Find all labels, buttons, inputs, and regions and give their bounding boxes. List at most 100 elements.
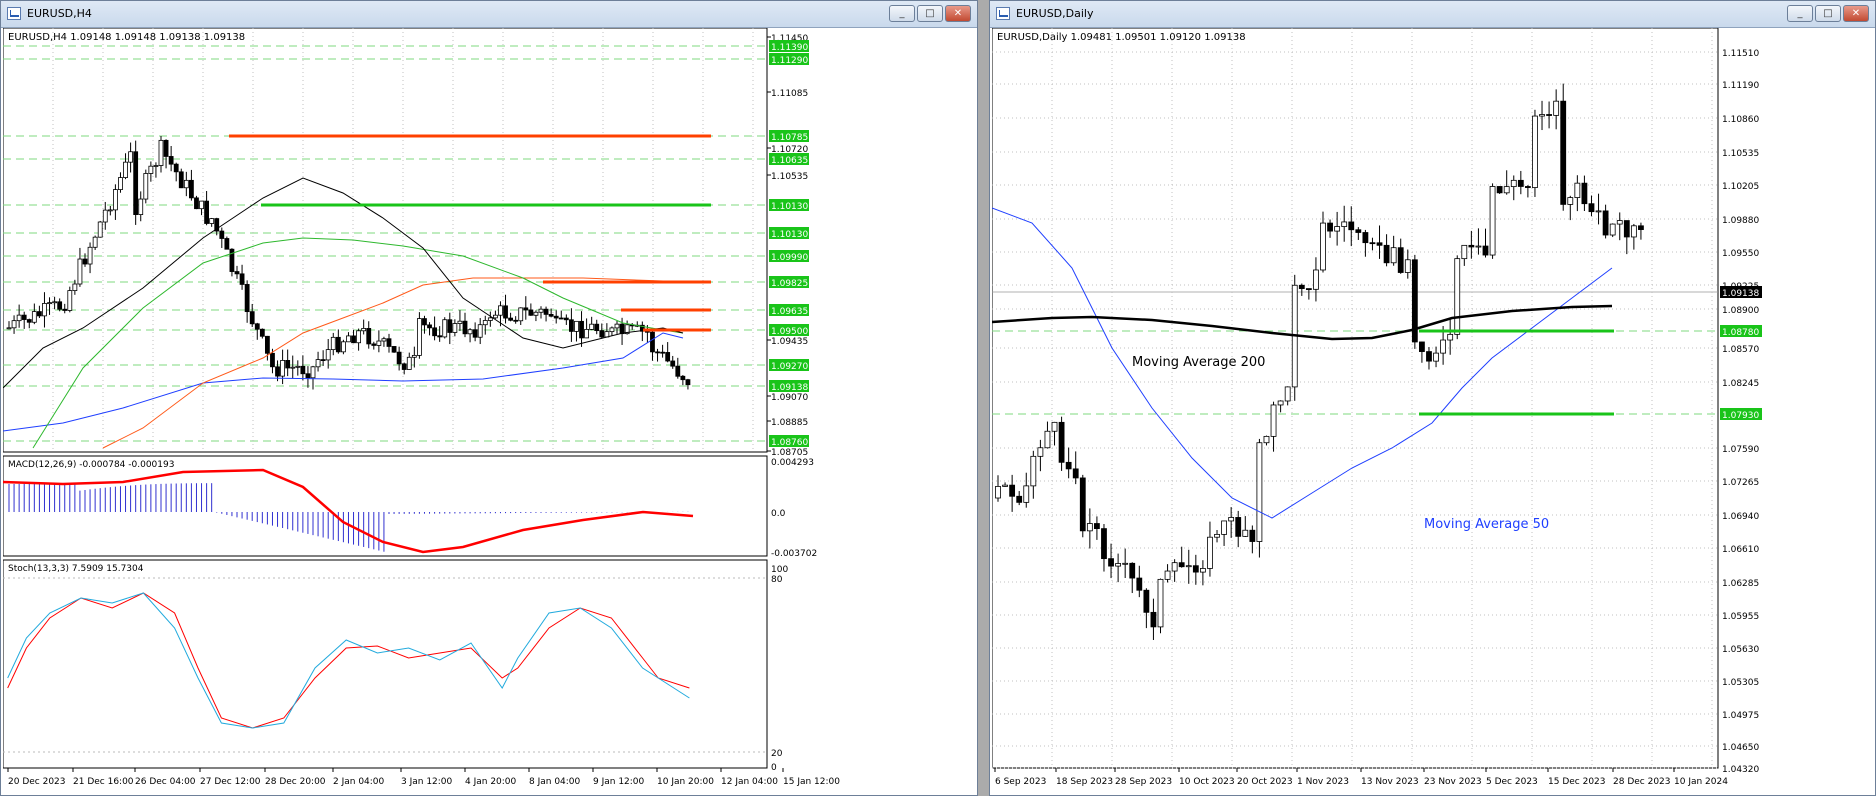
candle-body: [487, 317, 493, 321]
candle-body: [47, 302, 52, 305]
candle-body: [315, 359, 321, 368]
daily-chart[interactable]: EURUSD,Daily 1.09481 1.09501 1.09120 1.0…: [991, 27, 1873, 793]
candle-body: [26, 319, 32, 323]
eurusd-daily-window[interactable]: EURUSD,Daily _ □ ✕ EURUSD,Daily 1.09481 …: [989, 0, 1876, 796]
title-bar[interactable]: EURUSD,H4 _ □ ✕: [1, 1, 977, 28]
chart-symbol-label: EURUSD,H4 1.09148 1.09148 1.09138 1.0913…: [8, 32, 245, 43]
candle-body: [660, 351, 665, 354]
price-axis-label: 1.08760: [771, 438, 808, 448]
candle-body: [569, 319, 574, 332]
maximize-button[interactable]: □: [1815, 5, 1841, 22]
candle-body: [239, 273, 245, 285]
stoch-axis-label: 100: [771, 565, 788, 575]
candle-body: [290, 366, 296, 369]
price-axis-label: 1.08885: [771, 418, 808, 428]
price-axis-label: 1.10860: [1722, 115, 1759, 125]
price-highlight-tag: [769, 250, 809, 262]
candle-body: [6, 327, 12, 330]
price-highlight-tag: [769, 40, 809, 52]
candle-body: [503, 305, 508, 319]
time-axis-label: 2 Jan 04:00: [333, 777, 385, 787]
title-bar[interactable]: EURUSD,Daily _ □ ✕: [990, 1, 1875, 28]
macd-label: MACD(12,26,9) -0.000784 -0.000193: [8, 460, 174, 470]
candle-body: [1404, 259, 1411, 273]
price-axis-label: 1.08570: [1722, 345, 1759, 355]
candle-body: [442, 319, 448, 338]
candle-body: [270, 352, 275, 368]
macd-signal-line: [2, 468, 694, 554]
time-axis-label: 23 Nov 2023: [1424, 777, 1482, 787]
candle-body: [995, 486, 1001, 499]
price-axis-label: 1.05305: [1722, 678, 1759, 688]
candle-body: [295, 365, 301, 368]
candle-body: [1171, 562, 1178, 572]
time-axis-label: 5 Dec 2023: [1486, 777, 1538, 787]
time-axis-label: 26 Dec 04:00: [135, 777, 196, 787]
candle-body: [1079, 477, 1086, 532]
candle-body: [427, 324, 432, 329]
price-axis-label: 1.08705: [771, 448, 808, 458]
candle-body: [57, 301, 63, 310]
price-highlight-tag: [769, 435, 809, 447]
candle-body: [148, 165, 154, 174]
candle-body: [513, 319, 519, 322]
candle-body: [346, 335, 351, 343]
time-axis-label: 8 Jan 04:00: [529, 777, 581, 787]
candle-body: [310, 366, 316, 379]
candle-body: [320, 359, 326, 361]
close-button[interactable]: ✕: [945, 5, 971, 22]
candle-body: [1150, 611, 1157, 628]
candle-body: [599, 330, 605, 338]
price-axis-label: 1.04975: [1722, 711, 1759, 721]
candle-body: [1065, 461, 1072, 470]
candle-body: [1249, 529, 1256, 542]
candle-body: [219, 230, 225, 239]
candle-body: [1157, 578, 1164, 628]
price-axis-label: 1.07930: [1722, 411, 1759, 421]
price-axis-label: 1.08245: [1722, 379, 1759, 389]
minimize-button[interactable]: _: [889, 5, 915, 22]
candle-body: [1411, 259, 1418, 343]
h4-chart-area[interactable]: 1.11450 1.11390 1.11290 1.11085 1.10785 1.107…: [2, 27, 975, 793]
candle-body: [335, 336, 341, 353]
time-axis-label: 10 Oct 2023: [1179, 777, 1235, 787]
candle-body: [477, 324, 483, 338]
ma-green-line: [32, 237, 684, 449]
price-axis-label: 1.09435: [771, 337, 808, 347]
time-axis-label: 13 Nov 2023: [1361, 777, 1419, 787]
candle-body: [194, 197, 199, 210]
candle-body: [396, 351, 402, 365]
candle-body: [594, 323, 600, 332]
candle-body: [37, 311, 42, 317]
time-axis-label: 1 Nov 2023: [1297, 777, 1349, 787]
candle-body: [498, 305, 503, 316]
candle-body: [300, 365, 306, 375]
close-button[interactable]: ✕: [1843, 5, 1869, 22]
candle-body: [351, 335, 356, 344]
price-axis-label: 1.10720: [771, 145, 808, 155]
daily-chart-area[interactable]: EURUSD,Daily 1.09481 1.09501 1.09120 1.0…: [991, 27, 1873, 793]
candle-body: [401, 363, 407, 370]
candle-body: [1115, 563, 1122, 567]
candle-body: [614, 323, 620, 329]
price-highlight-tag: [769, 359, 809, 371]
maximize-button[interactable]: □: [917, 5, 943, 22]
candle-body: [1623, 220, 1630, 238]
candle-body: [1447, 333, 1454, 341]
candle-body: [1327, 222, 1333, 232]
eurusd-h4-window[interactable]: EURUSD,H4 _ □ ✕ 1.11450 1.11390 1.11290 1.1…: [0, 0, 978, 796]
candle-body: [31, 311, 37, 323]
price-axis-label: 1.05955: [1722, 612, 1759, 622]
candle-body: [1369, 242, 1376, 245]
candle-body: [77, 258, 83, 285]
candle-body: [1609, 223, 1616, 236]
minimize-button[interactable]: _: [1787, 5, 1813, 22]
candle-body: [1016, 495, 1023, 503]
candle-body: [1199, 568, 1206, 573]
candle-body: [330, 336, 336, 351]
candle-body: [72, 283, 78, 292]
candle-body: [1334, 226, 1341, 232]
candle-body: [1602, 210, 1609, 236]
price-axis-label: 1.11510: [1722, 49, 1759, 59]
